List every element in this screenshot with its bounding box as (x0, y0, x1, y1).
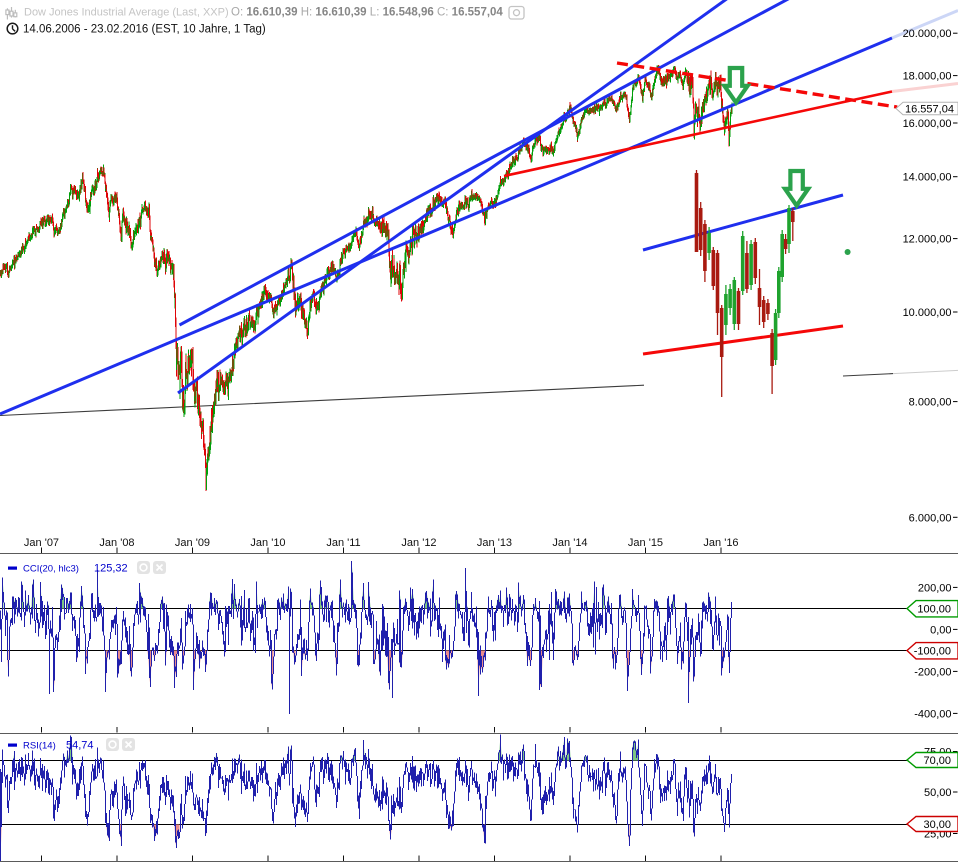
svg-text:Jan '09: Jan '09 (175, 537, 210, 549)
svg-text:6.000,00: 6.000,00 (909, 512, 952, 524)
svg-text:-400,00: -400,00 (914, 708, 951, 720)
svg-text:100,00: 100,00 (917, 604, 951, 616)
svg-text:-200,00: -200,00 (914, 666, 951, 678)
svg-text:Jan '12: Jan '12 (401, 537, 436, 549)
svg-text:16.557,04: 16.557,04 (905, 104, 954, 116)
svg-text:14.000,00: 14.000,00 (903, 172, 952, 184)
svg-text:8.000,00: 8.000,00 (909, 397, 952, 409)
svg-text:Jan '16: Jan '16 (703, 537, 738, 549)
svg-text:18.000,00: 18.000,00 (903, 71, 952, 83)
svg-text:200,00: 200,00 (918, 582, 952, 594)
svg-text:O: 16.610,39 H: 16.610,39 L: 1: O: 16.610,39 H: 16.610,39 L: 16.548,96 C… (231, 7, 503, 19)
svg-text:14.06.2006 - 23.02.2016 (EST,: 14.06.2006 - 23.02.2016 (EST, 10 Jahre, … (23, 24, 266, 36)
svg-text:12.000,00: 12.000,00 (903, 234, 952, 246)
svg-text:125,32: 125,32 (94, 563, 128, 575)
svg-text:Dow Jones Industrial Average (: Dow Jones Industrial Average (Last, XXP) (24, 7, 229, 19)
svg-text:Jan '13: Jan '13 (477, 537, 512, 549)
svg-text:0,00: 0,00 (930, 624, 951, 636)
svg-text:16.000,00: 16.000,00 (903, 118, 952, 130)
svg-text:50,00: 50,00 (924, 787, 952, 799)
svg-text:Jan '14: Jan '14 (552, 537, 587, 549)
svg-text:RSI(14): RSI(14) (23, 741, 56, 752)
svg-text:30,00: 30,00 (923, 819, 951, 831)
svg-text:CCI(20, hlc3): CCI(20, hlc3) (23, 564, 79, 575)
svg-text:70,00: 70,00 (923, 755, 951, 767)
svg-text:Jan '10: Jan '10 (250, 537, 285, 549)
svg-text:Jan '15: Jan '15 (628, 537, 663, 549)
svg-text:Jan '11: Jan '11 (326, 537, 360, 549)
svg-text:10.000,00: 10.000,00 (903, 307, 952, 319)
svg-text:20.000,00: 20.000,00 (903, 28, 952, 40)
svg-text:Jan '08: Jan '08 (99, 537, 134, 549)
svg-text:-100,00: -100,00 (914, 646, 951, 658)
svg-text:Jan '07: Jan '07 (24, 537, 59, 549)
svg-text:54,74: 54,74 (66, 740, 94, 752)
